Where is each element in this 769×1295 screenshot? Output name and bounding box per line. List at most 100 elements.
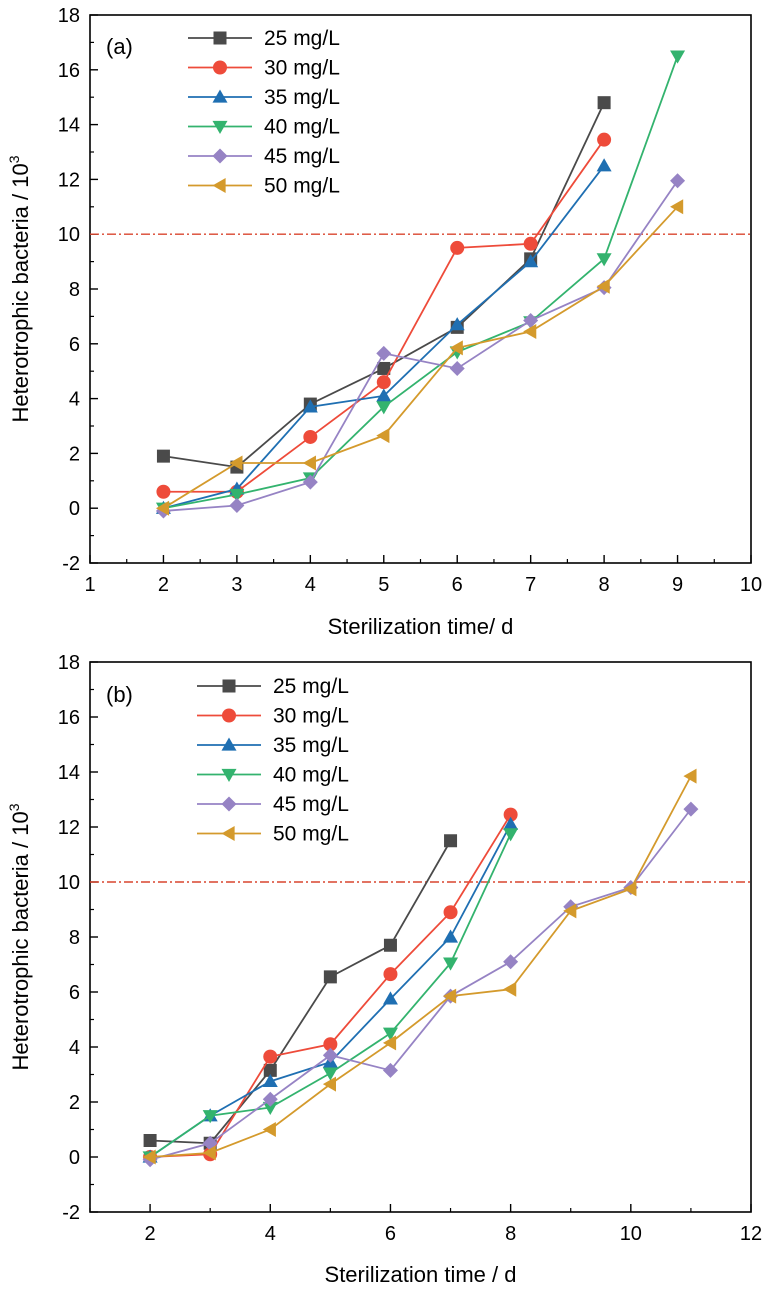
y-tick-label: 0 (69, 1147, 80, 1169)
data-point (523, 236, 538, 251)
y-tick-label: 14 (58, 762, 80, 784)
legend-marker (221, 826, 235, 841)
y-tick-label: 4 (69, 389, 80, 411)
legend-marker (212, 178, 226, 193)
data-point (449, 317, 465, 331)
data-point (444, 834, 458, 848)
legend-label: 35 mg/L (273, 734, 349, 757)
x-tick-label: 8 (599, 574, 610, 596)
data-point (376, 375, 391, 390)
data-point (596, 253, 612, 267)
x-tick-label: 2 (158, 574, 169, 596)
data-point (262, 1122, 276, 1137)
x-tick-label: 10 (620, 1223, 642, 1245)
y-tick-label: 16 (58, 60, 80, 82)
data-point (376, 428, 390, 444)
data-point (376, 401, 392, 415)
data-point (323, 1037, 338, 1052)
data-point (523, 254, 539, 268)
legend-label: 40 mg/L (264, 116, 340, 139)
data-point (597, 96, 611, 110)
y-tick-label: 2 (69, 1092, 80, 1114)
data-point (443, 988, 457, 1004)
legend-label: 50 mg/L (264, 175, 340, 198)
data-point (503, 807, 518, 822)
data-point (262, 1091, 278, 1107)
data-point (670, 50, 686, 64)
y-tick-label: 16 (58, 707, 80, 729)
legend: 25 mg/L 30 mg/L 35 mg/L 40 mg/L 45 mg/L 50 mg… (188, 27, 340, 198)
series-45-mg-l (142, 801, 699, 1168)
data-point (597, 132, 612, 147)
y-tick-label: 2 (69, 443, 80, 465)
y-axis-label: Heterotrophic bacteria / 103 (6, 155, 33, 422)
y-tick-label: 0 (69, 498, 80, 520)
series-50-mg-l (155, 199, 684, 516)
series-line (163, 55, 679, 510)
y-axis-label-superscript: 3 (6, 155, 22, 163)
data-point (202, 1110, 218, 1124)
panel-label: (a) (106, 34, 133, 59)
x-tick-label: 6 (385, 1223, 396, 1245)
series-line (150, 775, 692, 1158)
legend-marker (212, 120, 228, 134)
data-point (503, 828, 519, 842)
series-line (150, 814, 512, 1158)
legend-marker (222, 708, 236, 723)
series-line (162, 206, 679, 509)
data-point (670, 173, 686, 189)
legend-marker (213, 31, 227, 45)
data-point (683, 768, 697, 784)
x-axis-label: Sterilization time/ d (328, 614, 514, 639)
data-point (382, 991, 398, 1005)
x-tick-label: 1 (84, 574, 95, 596)
data-point (623, 881, 637, 897)
data-point (523, 313, 539, 329)
series-35-mg-l (155, 158, 612, 514)
legend-label: 30 mg/L (264, 57, 340, 80)
legend-label: 40 mg/L (273, 764, 349, 787)
x-tick-label: 12 (740, 1223, 762, 1245)
data-point (302, 399, 318, 413)
data-point (523, 323, 537, 339)
legend-marker (212, 148, 228, 164)
x-axis-label: Sterilization time / d (325, 1262, 517, 1287)
data-point (383, 967, 398, 982)
x-tick-label: 4 (265, 1223, 276, 1245)
y-tick-label: 18 (58, 652, 80, 674)
x-tick-label: 3 (231, 574, 242, 596)
y-tick-label: 10 (58, 224, 80, 246)
data-point (596, 158, 612, 172)
data-point (263, 1063, 277, 1077)
data-point (322, 1067, 338, 1081)
y-tick-label: 12 (58, 817, 80, 839)
data-point (229, 455, 243, 471)
data-point (322, 1076, 336, 1092)
y-tick-label: 8 (69, 279, 80, 301)
y-tick-label: 8 (69, 927, 80, 949)
y-tick-label: 6 (69, 982, 80, 1004)
data-point (263, 1049, 278, 1064)
x-tick-label: 7 (525, 574, 536, 596)
legend: 25 mg/L 30 mg/L 35 mg/L 40 mg/L 45 mg/L 50 mg… (197, 675, 349, 846)
series-50-mg-l (142, 768, 697, 1165)
series-line (149, 823, 512, 1158)
y-axis-label-superscript: 3 (6, 803, 22, 811)
x-tick-label: 10 (740, 574, 762, 596)
data-point (155, 500, 170, 516)
data-point (303, 429, 318, 444)
data-point (229, 488, 245, 502)
data-point (382, 1035, 397, 1051)
data-point (376, 388, 392, 402)
legend-marker (221, 768, 237, 782)
data-point (670, 199, 684, 215)
data-point (156, 484, 171, 499)
legend-label: 45 mg/L (264, 145, 340, 168)
data-point (443, 957, 459, 971)
data-point (503, 954, 519, 970)
y-tick-label: 12 (58, 169, 80, 191)
legend-marker (222, 679, 236, 693)
y-tick-label: 10 (58, 872, 80, 894)
